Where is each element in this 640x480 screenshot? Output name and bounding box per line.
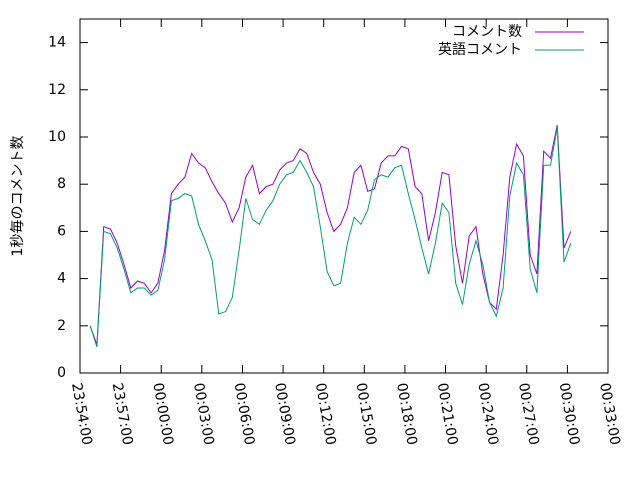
- y-tick-label: 2: [57, 318, 66, 334]
- y-tick-label: 4: [57, 271, 66, 287]
- x-tick-label: 00:15:00: [352, 382, 379, 447]
- series-line: [89, 127, 572, 348]
- series-line: [89, 125, 572, 345]
- x-tick-label: 23:54:00: [68, 382, 95, 447]
- x-tick-label: 00:12:00: [312, 382, 339, 447]
- y-tick-label: 14: [48, 35, 66, 51]
- y-tick-label: 6: [57, 223, 66, 239]
- x-tick-label: 00:09:00: [271, 382, 298, 447]
- x-tick-label: 00:30:00: [556, 382, 583, 447]
- x-tick-label: 23:57:00: [109, 382, 136, 447]
- y-axis-label: 1秒毎のコメント数: [10, 136, 26, 257]
- x-tick-label: 00:06:00: [231, 382, 258, 447]
- legend-label: コメント数: [452, 24, 522, 40]
- x-tick-label: 00:18:00: [393, 382, 420, 447]
- y-tick-label: 10: [48, 129, 66, 145]
- x-tick-label: 00:00:00: [149, 382, 176, 447]
- x-tick-label: 00:33:00: [596, 382, 623, 447]
- y-tick-label: 12: [48, 82, 66, 98]
- plot-frame: [79, 18, 609, 374]
- y-tick-label: 8: [57, 176, 66, 192]
- x-tick-label: 00:24:00: [474, 382, 501, 447]
- x-tick-label: 00:21:00: [434, 382, 461, 447]
- x-tick-label: 00:03:00: [190, 382, 217, 447]
- y-tick-label: 0: [57, 365, 66, 381]
- legend-label: 英語コメント: [438, 41, 522, 58]
- x-tick-label: 00:27:00: [515, 382, 542, 447]
